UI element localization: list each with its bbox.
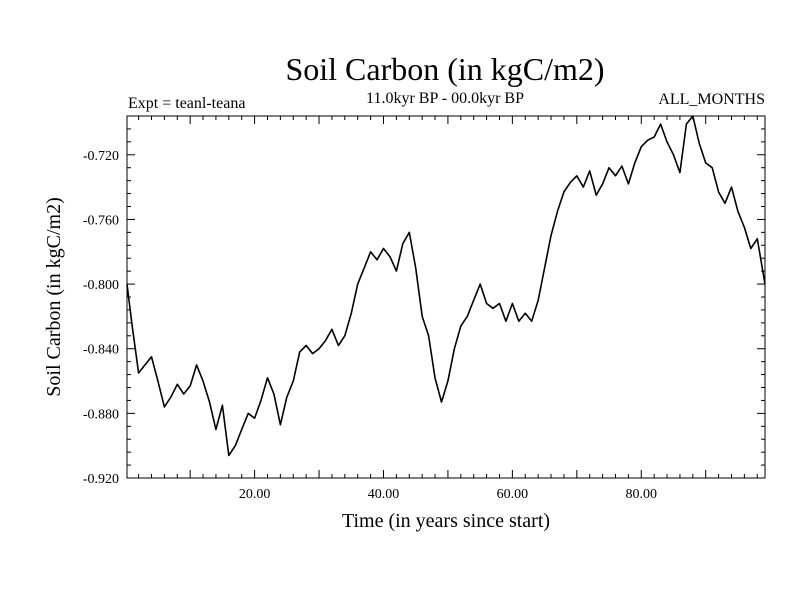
tick-labels: 20.00 40.00 60.00 80.00 -0.920 -0.880 -0.840 -0…: [83, 149, 657, 502]
x-tick-label: 40.00: [368, 487, 400, 502]
y-tick-label: -0.880: [83, 407, 119, 422]
y-tick-label: -0.840: [83, 343, 119, 358]
x-tick-label: 80.00: [626, 487, 658, 502]
series-line: [126, 115, 766, 457]
y-axis-label: Soil Carbon (in kgC/m2): [43, 197, 65, 396]
plot-frame: [126, 115, 766, 479]
x-tick-label: 60.00: [497, 487, 529, 502]
x-tick-label: 20.00: [239, 487, 271, 502]
chart-subtitle: 11.0kyr BP - 00.0kyr BP: [366, 90, 524, 107]
experiment-note: Expt = teanl-teana: [128, 95, 245, 112]
chart-title: Soil Carbon (in kgC/m2): [285, 51, 604, 87]
axis-ticks: [127, 115, 765, 479]
y-tick-label: -0.760: [83, 213, 119, 228]
y-tick-label: -0.920: [83, 472, 119, 487]
months-note: ALL_MONTHS: [658, 91, 765, 108]
y-tick-label: -0.800: [83, 278, 119, 293]
y-tick-label: -0.720: [83, 149, 119, 164]
x-axis-label: Time (in years since start): [342, 510, 550, 532]
